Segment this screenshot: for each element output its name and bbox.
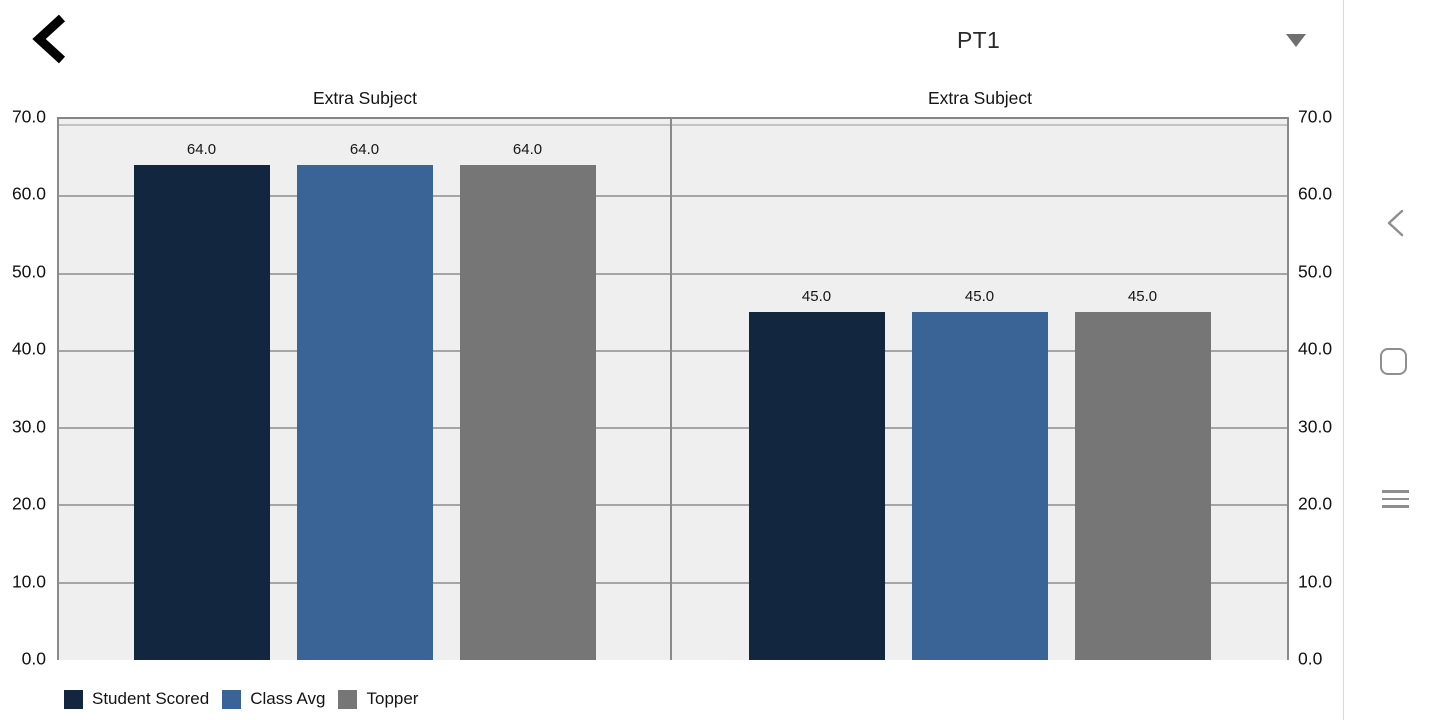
y-axis-tick-label: 0.0 — [21, 648, 46, 669]
bar-group-student-scored: 64.0 — [133, 119, 270, 660]
y-axis-tick-label: 70.0 — [11, 106, 46, 127]
legend-swatch — [64, 689, 83, 709]
y-axis-left: 70.0 60.0 50.0 40.0 30.0 20.0 10.0 0.0 — [0, 107, 50, 669]
bar-value-label: 45.0 — [801, 288, 832, 306]
chevron-down-icon — [1286, 33, 1306, 47]
y-axis-tick-label: 50.0 — [1298, 261, 1333, 282]
y-axis-right: 70.0 60.0 50.0 40.0 30.0 20.0 10.0 0.0 — [1296, 107, 1346, 669]
bar-chart-left[interactable]: 64.0 64.0 64.0 — [57, 117, 672, 660]
bar-value-label: 64.0 — [186, 141, 217, 159]
bar-group-topper: 45.0 — [1074, 119, 1211, 660]
y-axis-tick-label: 40.0 — [11, 338, 46, 359]
legend-swatch — [222, 689, 242, 709]
bar-row: 64.0 64.0 64.0 — [59, 119, 670, 660]
chart-title-right: Extra Subject — [927, 88, 1033, 108]
y-axis-tick-label: 20.0 — [11, 493, 46, 514]
chart-title-left: Extra Subject — [312, 88, 418, 108]
y-axis-tick-label: 60.0 — [11, 183, 46, 204]
legend-item-student-scored: Student Scored — [64, 689, 209, 709]
back-chevron-icon — [1384, 208, 1406, 241]
bar-student-scored[interactable] — [748, 312, 885, 660]
bar-group-class-avg: 64.0 — [296, 119, 433, 660]
back-arrow-icon — [30, 13, 70, 68]
y-axis-tick-label: 20.0 — [1298, 493, 1333, 514]
y-axis-tick-label: 30.0 — [1298, 416, 1333, 437]
bar-class-avg[interactable] — [911, 312, 1048, 660]
legend-label: Topper — [366, 689, 419, 708]
chart-legend: Student Scored Class Avg Topper — [64, 689, 418, 709]
legend-swatch — [338, 689, 358, 709]
android-recents-button[interactable] — [1377, 481, 1413, 517]
y-axis-tick-label: 0.0 — [1298, 648, 1323, 669]
gridline — [672, 195, 1287, 198]
bar-group-class-avg: 45.0 — [911, 119, 1048, 660]
bar-chart-right[interactable]: 45.0 45.0 45.0 — [672, 117, 1289, 660]
report-chart-page: PT1 Extra Subject Extra Subject 70.0 60.0… — [0, 10, 1346, 709]
legend-label: Class Avg — [250, 689, 326, 708]
bar-value-label: 45.0 — [1127, 288, 1158, 306]
recents-icon — [1381, 490, 1409, 508]
bar-value-label: 64.0 — [512, 141, 543, 159]
home-icon — [1379, 347, 1407, 375]
exam-dropdown-value: PT1 — [957, 26, 1001, 53]
bar-topper[interactable] — [1074, 312, 1211, 660]
legend-item-topper: Topper — [338, 689, 418, 709]
legend-item-class-avg: Class Avg — [222, 689, 325, 709]
bar-student-scored[interactable] — [133, 165, 270, 660]
bar-group-topper: 64.0 — [459, 119, 596, 660]
legend-label: Student Scored — [92, 689, 210, 708]
y-axis-tick-label: 60.0 — [1298, 183, 1333, 204]
exam-dropdown[interactable]: PT1 — [930, 16, 1306, 64]
android-nav-bar — [1343, 0, 1440, 720]
y-axis-tick-label: 50.0 — [11, 261, 46, 282]
y-axis-tick-label: 30.0 — [11, 416, 46, 437]
y-axis-tick-label: 10.0 — [11, 571, 46, 592]
bar-row: 45.0 45.0 45.0 — [672, 119, 1287, 660]
bar-value-label: 45.0 — [964, 288, 995, 306]
bar-topper[interactable] — [459, 165, 596, 660]
gridline — [672, 272, 1287, 275]
y-axis-tick-label: 40.0 — [1298, 338, 1333, 359]
bar-class-avg[interactable] — [296, 165, 433, 660]
back-button[interactable] — [24, 10, 76, 70]
y-axis-tick-label: 70.0 — [1298, 106, 1333, 127]
bar-value-label: 64.0 — [349, 141, 380, 159]
android-back-button[interactable] — [1377, 206, 1413, 242]
bar-group-student-scored: 45.0 — [748, 119, 885, 660]
android-home-button[interactable] — [1375, 343, 1411, 379]
y-axis-tick-label: 10.0 — [1298, 571, 1333, 592]
